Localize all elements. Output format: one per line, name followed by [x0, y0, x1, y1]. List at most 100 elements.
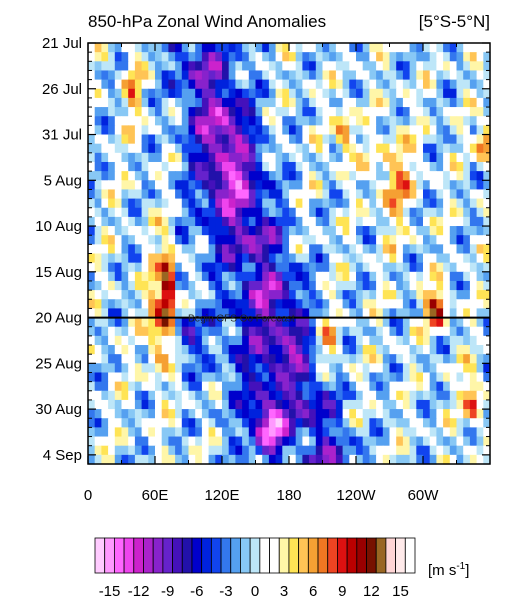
heatmap-cell — [342, 189, 350, 200]
heatmap-cell — [376, 52, 384, 62]
heatmap-cell — [409, 427, 417, 438]
heatmap-cell — [181, 326, 190, 337]
heatmap-cell — [141, 125, 149, 136]
heatmap-cell — [108, 43, 116, 53]
heatmap-cell — [476, 399, 484, 410]
heatmap-cell — [195, 61, 203, 72]
heatmap-cell — [235, 152, 243, 163]
heatmap-cell — [449, 198, 458, 209]
heatmap-cell — [108, 61, 116, 72]
heatmap-cell — [134, 354, 143, 364]
heatmap-cell — [423, 280, 431, 291]
heatmap-cell — [108, 372, 116, 383]
heatmap-cell — [443, 317, 451, 328]
heatmap-cell — [469, 43, 478, 53]
heatmap-cell — [389, 70, 397, 81]
heatmap-cell — [155, 61, 163, 72]
heatmap-cell — [215, 189, 223, 200]
heatmap-cell — [155, 171, 163, 181]
heatmap-cell — [108, 326, 116, 337]
heatmap-cell — [201, 61, 210, 72]
heatmap-cell — [322, 207, 330, 218]
heatmap-cell — [148, 61, 156, 72]
heatmap-cell — [456, 70, 464, 81]
heatmap-cell — [141, 216, 149, 227]
heatmap-cell — [423, 189, 431, 200]
heatmap-cell — [423, 198, 431, 209]
heatmap-cell — [289, 345, 297, 355]
heatmap-cell — [349, 79, 357, 90]
heatmap-cell — [289, 180, 297, 191]
heatmap-cell — [456, 262, 464, 273]
heatmap-cell — [148, 43, 156, 53]
heatmap-cell — [389, 390, 397, 401]
heatmap-cell — [181, 372, 190, 383]
heatmap-cell — [469, 134, 478, 145]
heatmap-cell — [349, 116, 357, 126]
heatmap-cell — [188, 354, 196, 364]
heatmap-cell — [215, 271, 223, 282]
heatmap-cell — [121, 445, 129, 456]
heatmap-cell — [469, 253, 478, 264]
heatmap-cell — [242, 345, 250, 355]
heatmap-cell — [382, 143, 391, 154]
heatmap-cell — [242, 52, 250, 62]
heatmap-cell — [289, 354, 297, 364]
heatmap-cell — [402, 418, 411, 428]
heatmap-cell — [409, 308, 417, 319]
heatmap-cell — [161, 345, 169, 355]
heatmap-cell — [201, 79, 210, 90]
heatmap-cell — [161, 226, 169, 236]
heatmap-cell — [222, 399, 230, 410]
heatmap-cell — [335, 116, 344, 126]
heatmap-cell — [228, 134, 236, 145]
heatmap-cell — [362, 189, 370, 200]
heatmap-cell — [248, 381, 257, 392]
heatmap-cell — [175, 226, 183, 236]
heatmap-cell — [215, 262, 223, 273]
heatmap-cell — [356, 399, 364, 410]
heatmap-cell — [295, 235, 303, 245]
heatmap-cell — [349, 253, 357, 264]
heatmap-cell — [195, 354, 203, 364]
heatmap-cell — [476, 79, 484, 90]
heatmap-cell — [416, 244, 424, 255]
heatmap-cell — [456, 198, 464, 209]
heatmap-cell — [262, 116, 270, 126]
heatmap-cell — [463, 409, 471, 419]
heatmap-cell — [282, 216, 290, 227]
heatmap-cell — [356, 445, 364, 456]
heatmap-cell — [423, 262, 431, 273]
heatmap-cell — [268, 399, 277, 410]
heatmap-cell — [429, 143, 437, 154]
heatmap-cell — [369, 390, 377, 401]
heatmap-cell — [228, 363, 236, 374]
heatmap-cell — [175, 70, 183, 81]
heatmap-cell — [443, 88, 451, 99]
heatmap-cell — [443, 207, 451, 218]
heatmap-cell — [456, 436, 464, 447]
heatmap-cell — [215, 445, 223, 456]
heatmap-cell — [282, 116, 290, 126]
y-tick-label: 21 Jul — [42, 35, 82, 52]
heatmap-cell — [222, 409, 230, 419]
heatmap-cell — [208, 372, 216, 383]
heatmap-cell — [289, 253, 297, 264]
heatmap-cell — [302, 116, 310, 126]
heatmap-cell — [423, 299, 431, 310]
heatmap-cell — [195, 88, 203, 99]
heatmap-cell — [222, 363, 230, 374]
heatmap-cell — [268, 180, 277, 191]
heatmap-cell — [168, 116, 176, 126]
heatmap-cell — [108, 290, 116, 300]
heatmap-cell — [242, 207, 250, 218]
heatmap-cell — [289, 70, 297, 81]
heatmap-cell — [463, 216, 471, 227]
heatmap-cell — [242, 161, 250, 172]
heatmap-cell — [282, 454, 290, 465]
heatmap-cell — [275, 262, 283, 273]
heatmap-cell — [402, 97, 411, 108]
heatmap-cell — [121, 308, 129, 319]
heatmap-cell — [114, 299, 123, 310]
heatmap-cell — [402, 161, 411, 172]
